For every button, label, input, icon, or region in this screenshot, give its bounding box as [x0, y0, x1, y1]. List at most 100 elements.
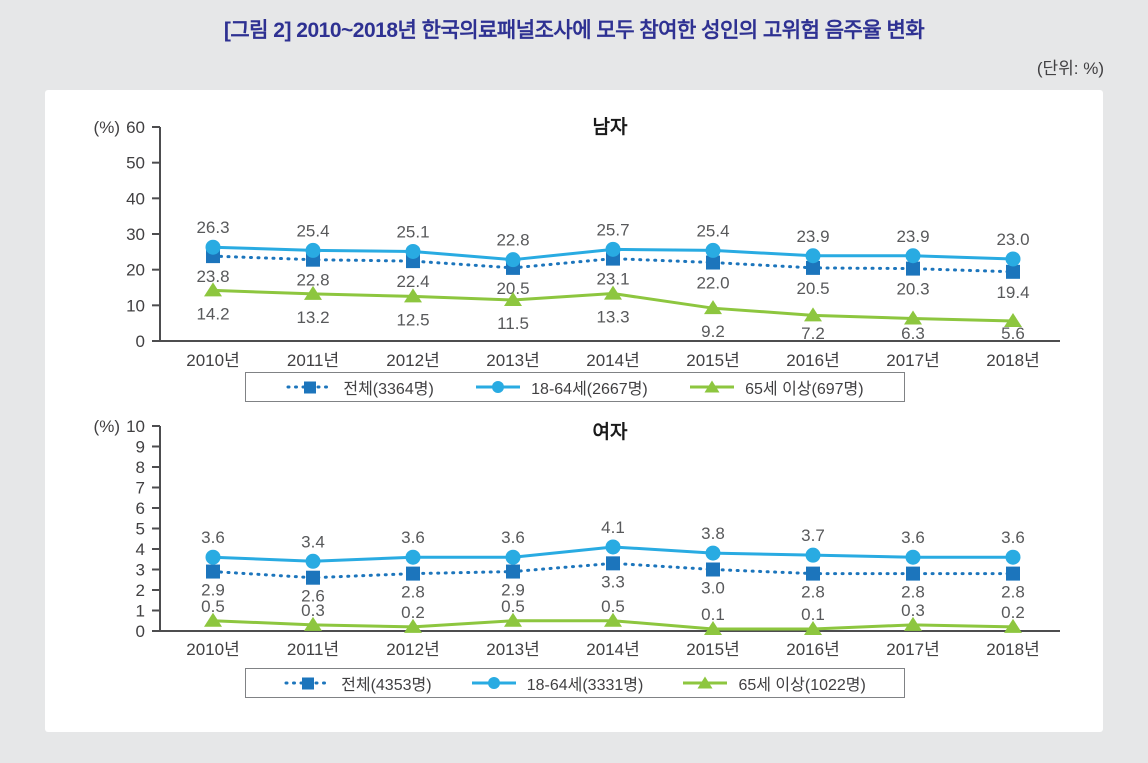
data-label-age-18-64: 25.4 — [696, 221, 729, 240]
data-label-total: 22.8 — [296, 271, 329, 290]
chart-title: 남자 — [593, 116, 628, 138]
female-chart-legend: 전체(4353명) 18-64세(3331명) 65세 이상(1022명) — [245, 668, 905, 698]
age-65-plus-marker-icon — [404, 288, 422, 303]
y-axis-unit-label: (%) — [94, 417, 120, 436]
age-65-plus-marker-icon — [690, 380, 735, 393]
data-label-age-65-plus: 13.2 — [296, 308, 329, 327]
age-65-plus-marker-icon — [504, 291, 522, 306]
legend-label: 18-64세(3331명) — [526, 677, 644, 694]
data-label-total: 20.5 — [796, 279, 829, 298]
data-label-total: 2.8 — [901, 583, 925, 602]
data-label-age-18-64: 22.8 — [496, 231, 529, 250]
data-label-age-18-64: 4.1 — [601, 518, 625, 537]
x-tick-label: 2010년 — [186, 351, 239, 370]
x-tick-label: 2017년 — [886, 640, 939, 659]
x-tick-label: 2018년 — [986, 351, 1039, 370]
age-18-64-marker-icon — [1005, 549, 1021, 565]
age-18-64-marker-icon — [805, 547, 821, 563]
total-marker-icon — [906, 261, 920, 276]
y-tick-label: 10 — [126, 417, 145, 436]
total-marker-icon — [1006, 264, 1020, 279]
age-18-64-marker-icon — [405, 549, 421, 565]
age-18-64-marker-icon — [705, 545, 721, 561]
data-label-age-65-plus: 11.5 — [497, 314, 529, 333]
series-line-total — [211, 561, 1015, 580]
data-label-age-65-plus: 0.5 — [501, 597, 525, 616]
data-label-age-18-64: 3.6 — [501, 528, 525, 547]
data-label-age-65-plus: 0.2 — [1001, 603, 1025, 622]
x-tick-label: 2017년 — [886, 351, 939, 370]
age-18-64-marker-icon — [605, 241, 621, 257]
data-label-total: 22.0 — [696, 274, 729, 293]
age-65-plus-marker-icon — [683, 676, 728, 689]
data-label-age-18-64: 3.6 — [201, 528, 225, 547]
legend-label: 18-64세(2667명) — [531, 381, 648, 398]
total-marker-icon — [706, 255, 720, 270]
age-18-64-marker-icon — [505, 549, 521, 565]
data-label-total: 23.8 — [196, 267, 229, 286]
legend-label: 전체(3364명) — [343, 381, 434, 398]
age-18-64-marker-icon — [705, 242, 721, 258]
data-label-total: 2.8 — [801, 583, 825, 602]
age-18-64-marker-icon — [605, 539, 621, 555]
age-18-64-marker-icon — [476, 381, 521, 393]
x-tick-label: 2015년 — [686, 640, 739, 659]
data-label-total: 23.1 — [596, 270, 629, 289]
male-line-chart: 남자 (%) 0 10 20 30 40 50 60 2010년 2011년 2012년 2013년 20… — [94, 116, 1060, 370]
y-tick-label: 20 — [126, 261, 145, 280]
y-tick-label: 6 — [136, 499, 145, 518]
x-tick-label: 2012년 — [386, 351, 439, 370]
y-tick-label: 3 — [136, 561, 145, 580]
data-label-total: 2.9 — [501, 581, 525, 600]
data-label-total: 20.3 — [896, 280, 929, 299]
data-label-total: 22.4 — [396, 272, 429, 291]
data-label-age-65-plus: 0.2 — [401, 603, 425, 622]
y-tick-label: 4 — [136, 540, 145, 559]
age-18-64-marker-icon — [205, 239, 221, 255]
age-65-plus-marker-icon — [604, 612, 622, 627]
data-label-age-18-64: 3.8 — [701, 524, 725, 543]
y-tick-label: 5 — [136, 520, 145, 539]
age-65-plus-marker-icon — [704, 620, 722, 635]
total-marker-icon — [506, 564, 520, 579]
x-tick-label: 2016년 — [786, 351, 839, 370]
age-65-plus-marker-icon — [304, 285, 322, 300]
male-chart-legend: 전체(3364명) 18-64세(2667명) 65세 이상(697명) — [245, 372, 905, 402]
y-tick-label: 0 — [136, 332, 145, 351]
y-tick-label: 0 — [136, 622, 145, 641]
age-65-plus-marker-icon — [1004, 618, 1022, 633]
age-18-64-marker-icon — [471, 677, 516, 689]
data-label-age-18-64: 25.4 — [296, 221, 329, 240]
chart-panel: 남자 (%) 0 10 20 30 40 50 60 2010년 2011년 2012년 2013년 20… — [45, 90, 1103, 732]
age-18-64-marker-icon — [905, 248, 921, 264]
data-label-age-18-64: 3.6 — [401, 528, 425, 547]
figure-title: [그림 2] 2010~2018년 한국의료패널조사에 모두 참여한 성인의 고… — [223, 19, 925, 42]
data-label-age-65-plus: 0.1 — [701, 605, 725, 624]
data-label-age-65-plus: 0.3 — [901, 601, 925, 620]
x-tick-label: 2011년 — [287, 640, 339, 659]
age-65-plus-marker-icon — [504, 612, 522, 627]
data-label-age-65-plus: 0.1 — [801, 605, 825, 624]
age-65-plus-marker-icon — [304, 616, 322, 631]
data-label-age-65-plus: 5.6 — [1001, 324, 1025, 343]
legend-item-age-65-plus: 65세 이상(1022명) — [681, 671, 866, 695]
data-label-age-18-64: 23.9 — [896, 227, 929, 246]
total-marker-icon — [406, 566, 420, 581]
data-label-age-18-64: 26.3 — [196, 218, 229, 237]
x-tick-label: 2014년 — [586, 640, 639, 659]
x-tick-label: 2016년 — [786, 640, 839, 659]
total-marker-icon — [306, 570, 320, 585]
data-label-age-65-plus: 13.3 — [596, 308, 629, 327]
age-18-64-marker-icon — [1005, 251, 1021, 267]
x-tick-label: 2011년 — [287, 351, 339, 370]
series-line-total — [211, 254, 1015, 274]
y-tick-label: 60 — [126, 118, 145, 137]
y-tick-label: 7 — [136, 479, 145, 498]
chart-title: 여자 — [593, 421, 628, 443]
y-tick-label: 9 — [136, 438, 145, 457]
age-65-plus-marker-icon — [604, 285, 622, 300]
legend-label: 65세 이상(697명) — [745, 381, 864, 398]
y-tick-label: 8 — [136, 458, 145, 477]
legend-item-total: 전체(3364명) — [286, 375, 434, 399]
legend-label: 전체(4353명) — [341, 677, 432, 694]
